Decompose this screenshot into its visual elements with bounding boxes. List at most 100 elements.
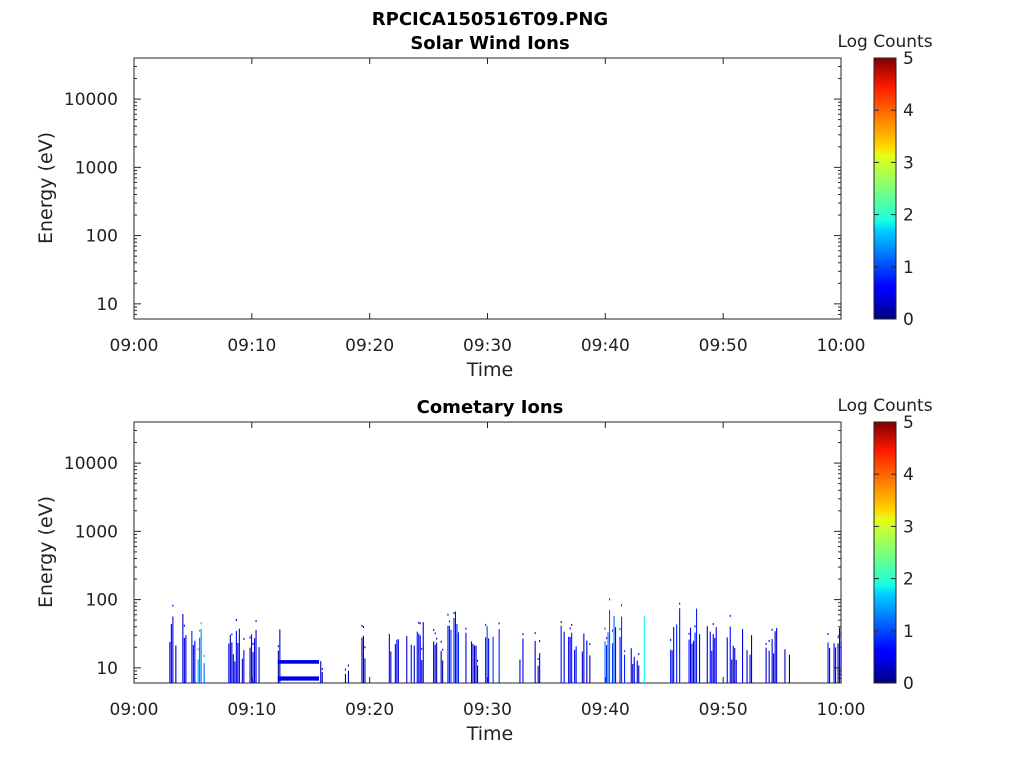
data-stripe: [344, 673, 346, 683]
data-speck: [347, 664, 349, 667]
data-speck: [771, 628, 773, 631]
data-stripe: [735, 660, 737, 683]
x-tick-label: 09:50: [699, 336, 748, 356]
data-stripe: [671, 650, 673, 683]
data-speck: [670, 638, 672, 641]
data-stripe: [581, 651, 583, 683]
colorbar-tick-label: 4: [903, 465, 914, 485]
data-stripe: [255, 629, 257, 683]
data-stripe: [277, 650, 279, 683]
data-stripe: [485, 637, 487, 683]
data-stripe: [609, 609, 611, 683]
data-speck: [440, 640, 442, 643]
data-speck: [638, 653, 640, 655]
data-stripe: [519, 659, 521, 683]
data-stripe: [604, 641, 606, 683]
data-stripe: [712, 634, 714, 683]
data-speck: [277, 645, 279, 648]
panel-title: Cometary Ions: [417, 397, 564, 418]
figure-title: RPCICA150516T09.PNG: [372, 9, 608, 30]
data-stripe: [175, 645, 177, 683]
colorbar: 0 1 2 3 4 5 Log Counts: [837, 32, 932, 330]
data-speck: [589, 643, 591, 646]
data-stripe: [630, 648, 632, 683]
colorbar-tick-label: 3: [903, 153, 914, 173]
data-stripe: [773, 653, 775, 683]
data-stripe: [192, 644, 194, 683]
data-stripe: [612, 643, 614, 683]
data-stripe: [571, 632, 573, 683]
x-axis-label: Time: [466, 359, 514, 381]
data-stripe: [839, 627, 841, 683]
data-speck: [477, 659, 479, 662]
data-stripe: [706, 626, 708, 683]
data-stripe: [575, 646, 577, 683]
data-stripe: [560, 625, 562, 683]
data-stripe: [421, 660, 423, 683]
data-stripe: [751, 635, 753, 683]
data-stripe: [453, 618, 455, 683]
data-stripe: [471, 641, 473, 683]
colorbar-label: Log Counts: [837, 396, 932, 416]
data-stripe: [321, 672, 323, 683]
axis-ticks: 09:00 09:10 09:20 09:30 09:40 09:50 10:00 10 100…: [64, 421, 866, 720]
colorbar-tick-label: 5: [903, 49, 914, 69]
data-speck: [522, 633, 524, 636]
data-speck: [560, 621, 562, 624]
data-stripe: [197, 659, 199, 683]
data-stripe: [191, 630, 193, 683]
data-stripe: [237, 643, 239, 683]
data-stripe: [234, 661, 236, 683]
y-tick-label: 1000: [75, 522, 118, 542]
data-stripe: [442, 660, 444, 683]
colorbar-tick-label: 0: [903, 674, 914, 694]
data-stripe: [361, 637, 363, 683]
data-stripe: [534, 640, 536, 683]
data-stripe: [840, 641, 842, 683]
x-tick-label: 10:00: [817, 700, 866, 720]
data-stripe: [182, 614, 184, 683]
data-stripe: [835, 647, 837, 683]
data-stripe: [734, 648, 736, 683]
data-speck: [434, 632, 436, 635]
data-stripe: [450, 629, 452, 683]
data-speck: [606, 637, 608, 640]
data-speck: [448, 620, 450, 623]
data-speck: [498, 622, 500, 625]
x-tick-label: 09:20: [345, 700, 394, 720]
data-speck: [433, 628, 435, 631]
data-stripe: [232, 654, 234, 683]
data-stripe: [607, 632, 609, 683]
data-speck: [442, 648, 444, 651]
colorbar-tick-label: 4: [903, 101, 914, 121]
data-stripe: [694, 632, 696, 683]
data-stripe: [394, 644, 396, 683]
data-stripe: [231, 642, 233, 683]
data-stripe: [249, 647, 251, 683]
data-speck: [183, 624, 185, 627]
y-tick-label: 10000: [64, 90, 118, 110]
data-stripe: [537, 665, 539, 683]
x-tick-label: 09:20: [345, 336, 394, 356]
data-stripe: [624, 654, 626, 683]
data-speck: [604, 627, 606, 630]
data-stripe: [589, 655, 591, 683]
data-speck: [321, 667, 323, 670]
data-stripe: [569, 637, 571, 683]
colorbar-ticks: 0 1 2 3 4 5: [874, 413, 914, 694]
data-stripe: [454, 611, 456, 683]
y-axis-label: Energy (eV): [35, 496, 57, 608]
data-stripe: [574, 649, 576, 683]
data-stripe: [632, 664, 634, 683]
data-stripe: [709, 631, 711, 683]
data-speck: [619, 628, 621, 631]
plot-area: [133, 57, 842, 320]
data-stripe: [434, 644, 436, 683]
data-speck: [344, 668, 346, 671]
data-stripe: [765, 647, 767, 683]
data-stripe: [252, 652, 254, 683]
y-tick-label: 1000: [75, 158, 118, 178]
x-tick-label: 09:30: [463, 700, 512, 720]
data-stripe: [636, 660, 638, 683]
